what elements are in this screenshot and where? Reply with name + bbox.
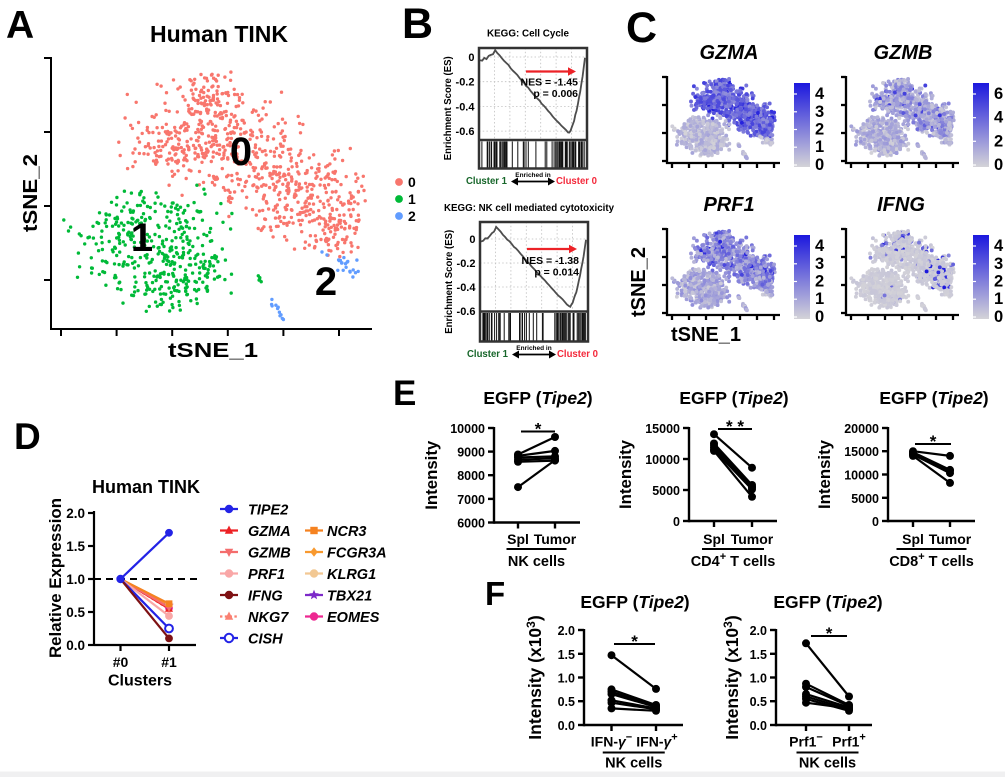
svg-text:6: 6 — [994, 85, 1003, 103]
svg-text:Enrichment Score (ES): Enrichment Score (ES) — [442, 56, 454, 160]
svg-text:NES = -1.45: NES = -1.45 — [521, 77, 579, 89]
svg-text:0: 0 — [469, 234, 475, 246]
svg-text:Enrichment Score (ES): Enrichment Score (ES) — [443, 230, 455, 334]
svg-text:KEGG: NK cell mediated cytotox: KEGG: NK cell mediated cytotoxicity — [444, 202, 614, 214]
svg-text:KEGG: Cell Cycle: KEGG: Cell Cycle — [487, 28, 569, 40]
svg-text:A: A — [6, 4, 34, 47]
svg-text:2: 2 — [408, 208, 416, 224]
svg-text:1: 1 — [131, 216, 153, 260]
svg-text:4: 4 — [994, 109, 1004, 127]
svg-text:-0.4: -0.4 — [456, 101, 476, 113]
svg-text:GZMB: GZMB — [874, 42, 933, 64]
svg-text:Cluster 1: Cluster 1 — [466, 175, 507, 187]
svg-text:B: B — [402, 0, 433, 48]
svg-text:3: 3 — [815, 103, 824, 121]
svg-text:-0.2: -0.2 — [456, 77, 475, 89]
svg-text:Cluster 0: Cluster 0 — [556, 175, 597, 187]
svg-text:1: 1 — [815, 138, 824, 156]
svg-text:-0.4: -0.4 — [457, 282, 477, 294]
svg-text:2: 2 — [315, 260, 337, 304]
svg-text:2: 2 — [994, 132, 1003, 150]
svg-text:tSNE_1: tSNE_1 — [168, 340, 258, 362]
svg-text:0: 0 — [468, 52, 474, 64]
svg-text:p = 0.006: p = 0.006 — [533, 88, 578, 100]
svg-text:GZMA: GZMA — [700, 42, 759, 64]
svg-text:2: 2 — [815, 121, 824, 139]
svg-text:PRF1: PRF1 — [703, 194, 754, 216]
svg-text:-0.6: -0.6 — [457, 306, 476, 318]
svg-text:p = 0.014: p = 0.014 — [534, 267, 579, 279]
svg-text:0: 0 — [408, 174, 416, 190]
svg-text:1: 1 — [408, 191, 416, 207]
svg-text:Human TINK: Human TINK — [150, 21, 288, 47]
svg-text:-0.2: -0.2 — [457, 258, 476, 270]
svg-text:Enriched in: Enriched in — [516, 345, 551, 352]
svg-text:0: 0 — [230, 130, 252, 174]
svg-text:Cluster 1: Cluster 1 — [467, 348, 508, 360]
svg-text:4: 4 — [815, 85, 825, 103]
svg-text:0: 0 — [994, 156, 1003, 174]
svg-text:0: 0 — [815, 156, 824, 174]
svg-text:-0.6: -0.6 — [456, 126, 475, 138]
svg-text:C: C — [626, 4, 657, 52]
svg-text:tSNE_2: tSNE_2 — [20, 154, 42, 232]
svg-text:NES = -1.38: NES = -1.38 — [522, 255, 580, 267]
svg-text:Enriched in: Enriched in — [515, 172, 550, 179]
svg-text:Cluster 0: Cluster 0 — [557, 348, 598, 360]
